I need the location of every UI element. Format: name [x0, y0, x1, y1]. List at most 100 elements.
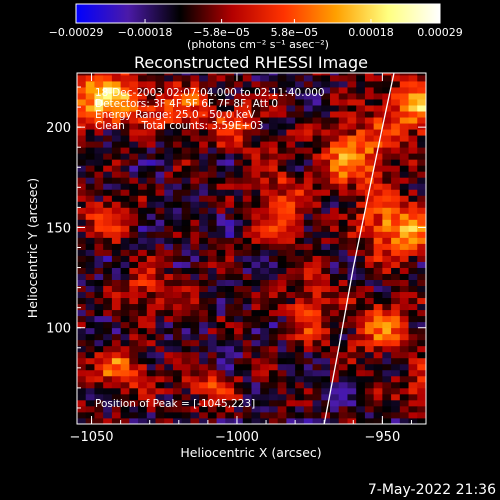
heatmap-cell [364, 387, 375, 395]
heatmap-cell [120, 279, 130, 287]
heatmap-cell [155, 387, 165, 395]
heatmap-cell [277, 339, 287, 347]
heatmap-cell [120, 273, 130, 280]
heatmap-cell [391, 369, 401, 377]
heatmap-cell [111, 261, 122, 268]
heatmap-cell [347, 321, 357, 329]
heatmap-cell [164, 177, 174, 184]
heatmap-cell [268, 279, 279, 287]
heatmap-cell [103, 387, 113, 395]
heatmap-cell [181, 393, 191, 401]
heatmap-cell [303, 195, 313, 202]
heatmap-cell [408, 159, 418, 166]
heatmap-cell [172, 153, 183, 160]
heatmap-cell [129, 267, 139, 274]
heatmap-cell [190, 333, 200, 341]
heatmap-cell [260, 207, 270, 214]
heatmap-cell [347, 129, 357, 136]
heatmap-cell [364, 207, 375, 214]
heatmap-cell [199, 219, 209, 226]
heatmap-cell [338, 75, 348, 82]
heatmap-cell [234, 189, 244, 196]
heatmap-cell [181, 93, 191, 100]
heatmap-cell [85, 363, 95, 371]
heatmap-cell [338, 147, 348, 154]
heatmap-cell [207, 135, 218, 142]
heatmap-cell [295, 153, 305, 160]
heatmap-cell [260, 93, 270, 100]
heatmap-cell [391, 165, 401, 172]
heatmap-cell [312, 105, 322, 112]
heatmap-cell [234, 333, 244, 341]
heatmap-cell [103, 231, 113, 238]
heatmap-cell [234, 375, 244, 383]
heatmap-cell [129, 231, 139, 238]
heatmap-cell [373, 333, 383, 341]
heatmap-cell [94, 93, 104, 100]
heatmap-cell [225, 363, 235, 371]
heatmap-cell [260, 321, 270, 329]
heatmap-cell [347, 189, 357, 196]
heatmap-cell [129, 303, 139, 311]
heatmap-cell [172, 315, 183, 323]
heatmap-cell [312, 273, 322, 280]
heatmap-cell [77, 297, 87, 305]
heatmap-cell [77, 141, 87, 148]
heatmap-cell [286, 393, 296, 401]
heatmap-cell [373, 255, 383, 262]
heatmap-cell [364, 135, 375, 142]
heatmap-cell [199, 321, 209, 329]
heatmap-cell [146, 237, 156, 244]
heatmap-cell [295, 105, 305, 112]
heatmap-cell [303, 279, 313, 287]
heatmap-cell [103, 291, 113, 299]
heatmap-cell [356, 123, 366, 130]
heatmap-cell [190, 351, 200, 359]
heatmap-cell [146, 225, 156, 232]
heatmap-cell [242, 363, 252, 371]
heatmap-cell [164, 333, 174, 341]
heatmap-cell [356, 309, 366, 317]
heatmap-cell [103, 279, 113, 287]
heatmap-cell [364, 315, 375, 323]
heatmap-cell [199, 285, 209, 293]
heatmap-cell [155, 201, 165, 208]
heatmap-cell [103, 225, 113, 232]
heatmap-cell [251, 399, 261, 407]
heatmap-cell [251, 213, 261, 220]
heatmap-cell [373, 213, 383, 220]
heatmap-cell [242, 207, 252, 214]
heatmap-cell [199, 315, 209, 323]
heatmap-cell [356, 351, 366, 359]
heatmap-cell [417, 73, 426, 76]
heatmap-cell [225, 231, 235, 238]
heatmap-cell [286, 159, 296, 166]
heatmap-cell [338, 81, 348, 88]
heatmap-cell [303, 129, 313, 136]
heatmap-cell [225, 333, 235, 341]
heatmap-cell [111, 363, 122, 371]
heatmap-cell [251, 267, 261, 274]
heatmap-cell [190, 183, 200, 190]
heatmap-cell [312, 285, 322, 293]
heatmap-cell [85, 75, 95, 82]
heatmap-cell [216, 165, 226, 172]
heatmap-cell [234, 351, 244, 359]
heatmap-cell [77, 261, 87, 268]
heatmap-cell [338, 267, 348, 274]
heatmap-cell [138, 135, 148, 142]
heatmap-cell [94, 405, 104, 413]
heatmap-cell [321, 93, 331, 100]
heatmap-cell [242, 297, 252, 305]
heatmap-cell [347, 387, 357, 395]
heatmap-cell [417, 249, 426, 256]
heatmap-cell [111, 135, 122, 142]
heatmap-cell [94, 333, 104, 341]
heatmap-cell [295, 411, 305, 419]
heatmap-cell [408, 105, 418, 112]
heatmap-cell [225, 309, 235, 317]
heatmap-cell [364, 111, 375, 118]
heatmap-cell [120, 117, 130, 124]
heatmap-cell [286, 171, 296, 178]
heatmap-cell [338, 219, 348, 226]
